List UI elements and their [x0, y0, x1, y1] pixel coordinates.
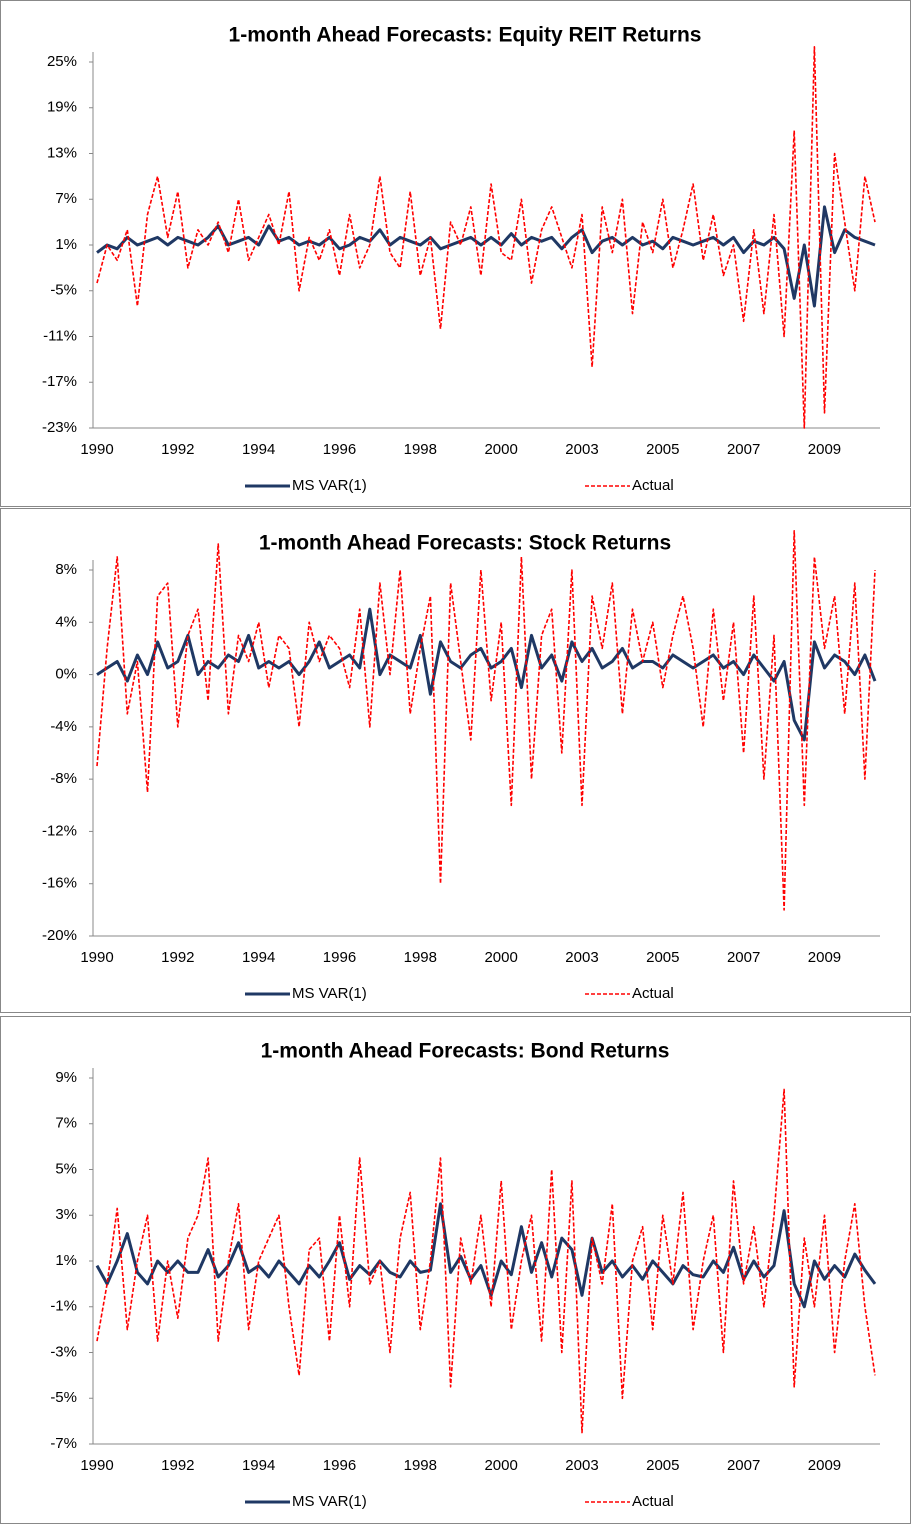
y-tick-label: 7% — [55, 1115, 77, 1132]
y-tick-label: 19% — [47, 99, 77, 116]
x-tick-label: 2003 — [565, 949, 598, 966]
y-tick-label: -1% — [50, 1298, 77, 1315]
y-tick-label: -7% — [50, 1435, 77, 1452]
x-tick-label: 2000 — [484, 949, 517, 966]
x-tick-label: 2005 — [646, 441, 679, 458]
x-tick-label: 2009 — [808, 441, 841, 458]
x-tick-label: 1996 — [323, 1457, 356, 1474]
x-tick-label: 2003 — [565, 441, 598, 458]
y-tick-label: -16% — [42, 875, 77, 892]
x-tick-label: 1996 — [323, 949, 356, 966]
x-tick-label: 2000 — [484, 441, 517, 458]
series-line — [96, 46, 876, 429]
series-line — [96, 530, 876, 911]
y-tick-label: 0% — [55, 666, 77, 683]
x-tick-label: 2007 — [727, 1457, 760, 1474]
series-line — [96, 205, 876, 308]
y-tick-label: -5% — [50, 1389, 77, 1406]
y-tick-label: 1% — [55, 1252, 77, 1269]
y-tick-label: 5% — [55, 1160, 77, 1177]
y-tick-label: 8% — [55, 561, 77, 578]
chart-title: 1-month Ahead Forecasts: Bond Returns — [261, 1040, 670, 1063]
panel-border — [0, 508, 911, 1013]
x-tick-label: 2009 — [808, 949, 841, 966]
x-tick-label: 1996 — [323, 441, 356, 458]
legend-label: Actual — [632, 477, 674, 494]
chart-panel: 1-month Ahead Forecasts: Equity REIT Ret… — [0, 0, 911, 507]
x-tick-label: 1992 — [161, 441, 194, 458]
y-tick-label: 9% — [55, 1069, 77, 1086]
x-tick-label: 2007 — [727, 441, 760, 458]
y-tick-label: 3% — [55, 1206, 77, 1223]
x-tick-label: 1994 — [242, 441, 275, 458]
y-tick-label: 4% — [55, 613, 77, 630]
x-tick-label: 2007 — [727, 949, 760, 966]
chart-panel: 1-month Ahead Forecasts: Bond Returns -7%… — [0, 1016, 911, 1524]
chart-panel: 1-month Ahead Forecasts: Stock Returns -2… — [0, 508, 911, 1013]
y-tick-label: -20% — [42, 927, 77, 944]
series-line — [96, 607, 877, 742]
y-tick-label: 13% — [47, 144, 77, 161]
x-tick-label: 1998 — [404, 1457, 437, 1474]
x-tick-label: 2009 — [808, 1457, 841, 1474]
x-tick-label: 1992 — [161, 949, 194, 966]
chart-title: 1-month Ahead Forecasts: Equity REIT Ret… — [229, 24, 702, 47]
x-tick-label: 1992 — [161, 1457, 194, 1474]
y-tick-label: -5% — [50, 282, 77, 299]
x-tick-label: 2000 — [484, 1457, 517, 1474]
y-tick-label: -11% — [43, 327, 77, 344]
chart-title: 1-month Ahead Forecasts: Stock Returns — [259, 532, 671, 555]
x-tick-label: 1994 — [242, 1457, 275, 1474]
x-tick-label: 1994 — [242, 949, 275, 966]
x-tick-label: 2005 — [646, 949, 679, 966]
legend-label: Actual — [632, 985, 674, 1002]
y-tick-label: 1% — [55, 236, 77, 253]
x-tick-label: 1998 — [404, 949, 437, 966]
y-tick-label: -4% — [50, 718, 77, 735]
x-tick-label: 2003 — [565, 1457, 598, 1474]
y-tick-label: -23% — [42, 419, 77, 436]
legend-label: MS VAR(1) — [292, 477, 367, 494]
legend-label: Actual — [632, 1493, 674, 1510]
x-tick-label: 1990 — [80, 1457, 113, 1474]
x-tick-label: 1990 — [80, 949, 113, 966]
y-tick-label: -17% — [42, 373, 77, 390]
legend-label: MS VAR(1) — [292, 1493, 367, 1510]
y-tick-label: 7% — [55, 190, 77, 207]
y-tick-label: -12% — [42, 822, 77, 839]
x-tick-label: 1998 — [404, 441, 437, 458]
y-tick-label: -8% — [50, 770, 77, 787]
y-tick-label: 25% — [47, 53, 77, 70]
series-line — [95, 1202, 877, 1309]
panel-border — [0, 0, 911, 507]
series-line — [96, 1088, 876, 1434]
x-tick-label: 2005 — [646, 1457, 679, 1474]
legend-label: MS VAR(1) — [292, 985, 367, 1002]
x-tick-label: 1990 — [80, 441, 113, 458]
y-tick-label: -3% — [50, 1343, 77, 1360]
